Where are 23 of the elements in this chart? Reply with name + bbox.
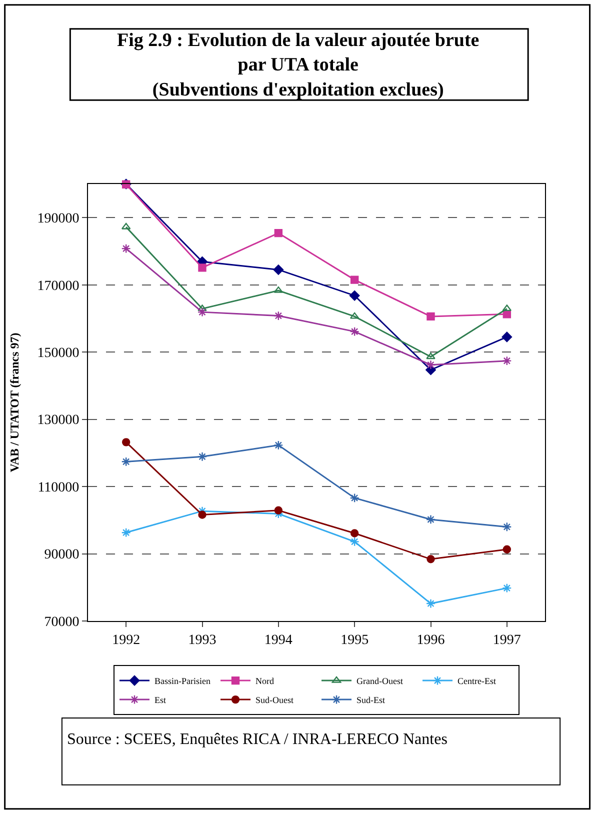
x-tick-label: 1993 — [188, 632, 216, 648]
y-tick-label: 130000 — [37, 413, 80, 428]
y-tick-label: 110000 — [38, 480, 80, 496]
chart-title: Fig 2.9 : Evolution de la valeur ajoutée brute par UTA totale (Subventions d'exploitation exclues) — [117, 30, 480, 100]
y-tick-label: 150000 — [37, 346, 80, 361]
y-axis-title: VAB / UTATOT (francs 97) — [8, 332, 22, 472]
legend-label: Bassin-Parisien — [154, 676, 211, 686]
y-tick-label: 90000 — [44, 548, 80, 563]
y-tick-label: 190000 — [37, 212, 80, 227]
y-tick-label: 70000 — [44, 614, 80, 630]
y-tick-label: 170000 — [37, 278, 80, 294]
legend-label: Grand-Ouest — [356, 676, 404, 686]
legend-label: Est — [154, 695, 166, 706]
x-tick-label: 1995 — [340, 632, 369, 648]
legend-label: Nord — [256, 676, 274, 686]
source-note: Source : SCEES, Enquêtes RICA / INRA-LERECO Nantes — [67, 731, 448, 748]
x-tick-label: 1994 — [264, 632, 292, 648]
legend-label: Sud-Ouest — [256, 695, 294, 706]
legend-label: Sud-Est — [356, 695, 386, 706]
x-tick-label: 1996 — [416, 632, 445, 648]
legend-label: Centre-Est — [458, 676, 496, 686]
x-tick-label: 1997 — [492, 632, 521, 648]
x-tick-label: 1992 — [112, 632, 140, 648]
